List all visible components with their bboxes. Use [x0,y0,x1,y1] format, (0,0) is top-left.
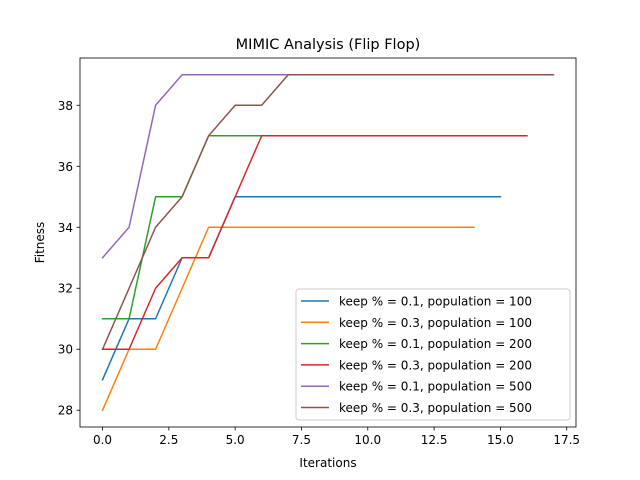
x-tick-label: 15.0 [487,433,514,447]
x-tick-label: 12.5 [421,433,448,447]
x-tick-label: 7.5 [292,433,311,447]
legend-label-5: keep % = 0.1, population = 500 [339,380,532,394]
x-tick-label: 5.0 [226,433,245,447]
legend-label-2: keep % = 0.3, population = 100 [339,316,532,330]
legend-box [295,288,571,421]
chart-title: MIMIC Analysis (Flip Flop) [236,37,421,53]
series-line-6 [101,74,555,351]
legend-label-6: keep % = 0.3, population = 500 [339,401,532,415]
series-line-1 [101,196,502,381]
y-tick-label: 38 [58,99,73,113]
legend-label-4: keep % = 0.3, population = 200 [339,358,532,372]
legend-label-3: keep % = 0.1, population = 200 [339,337,532,351]
plot-area: 0.0 2.5 5.0 7.5 10.0 12.5 15.0 17.5 28 30 32 34 36 38 [58,57,580,447]
x-tick-label: 17.5 [553,433,580,447]
legend: keep % = 0.1, population = 100 keep % = 0… [295,288,571,421]
x-tick-label: 0.0 [93,433,112,447]
y-tick-label: 36 [58,160,73,174]
y-tick-label: 34 [58,221,73,235]
y-tick-label: 28 [58,404,73,418]
x-tick-label: 10.0 [354,433,381,447]
series-line-4 [101,135,528,350]
legend-label-1: keep % = 0.1, population = 100 [339,295,532,309]
y-tick-label: 32 [58,282,73,296]
x-axis-title: Iterations [299,456,356,470]
x-tick-label: 2.5 [159,433,178,447]
series-line-2 [101,226,475,412]
y-tick-label: 30 [58,343,73,357]
y-axis-title: Fitness [33,222,47,264]
axes-frame [79,57,577,428]
